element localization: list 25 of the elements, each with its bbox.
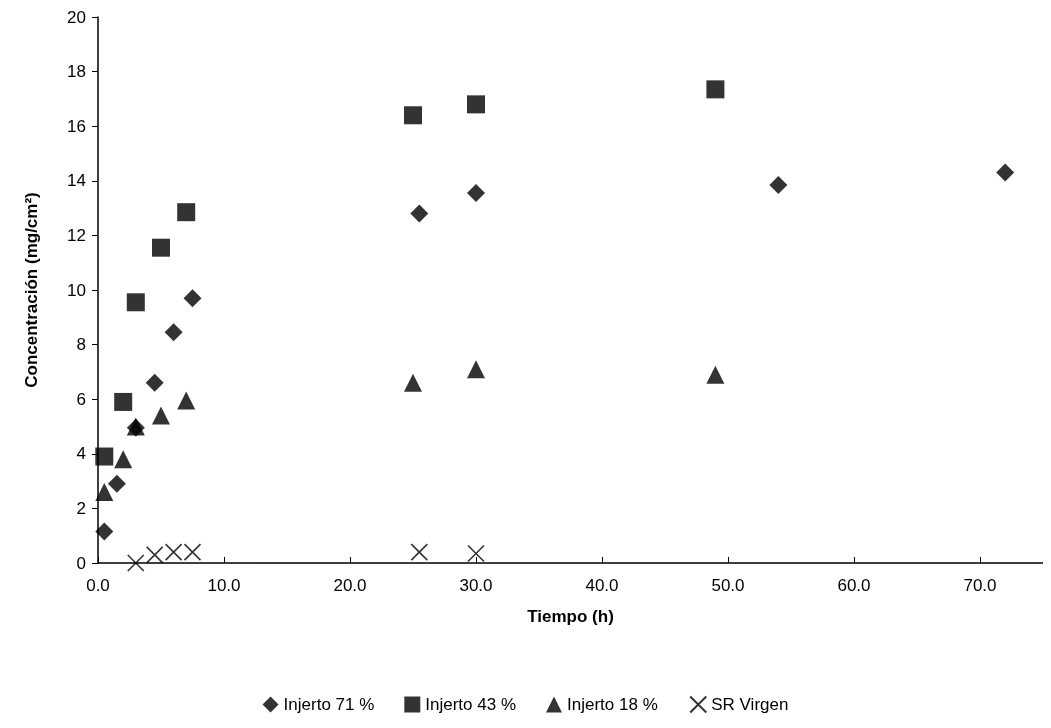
x-tick-label: 10.0 xyxy=(207,576,241,595)
y-tick-label: 20 xyxy=(67,7,86,27)
legend-label: Injerto 43 % xyxy=(425,695,517,714)
y-tick-label: 12 xyxy=(67,225,86,245)
y-tick-label: 8 xyxy=(76,335,86,355)
x-tick-label: 0.0 xyxy=(86,576,110,595)
y-tick-label: 10 xyxy=(67,280,86,300)
legend-label: SR Virgen xyxy=(711,695,789,714)
y-tick-label: 16 xyxy=(67,116,86,136)
y-tick-label: 4 xyxy=(76,444,86,464)
x-tick-label: 40.0 xyxy=(585,576,619,595)
x-tick-label: 20.0 xyxy=(333,576,367,595)
x-tick-label: 50.0 xyxy=(711,576,745,595)
legend-label: Injerto 71 % xyxy=(283,695,375,714)
y-tick-label: 0 xyxy=(76,553,86,573)
y-tick-label: 14 xyxy=(67,171,86,191)
y-tick-label: 18 xyxy=(67,62,86,82)
y-axis-title: Concentración (mg/cm²) xyxy=(22,192,41,388)
y-tick-label: 2 xyxy=(76,498,86,518)
x-tick-label: 60.0 xyxy=(837,576,871,595)
legend-label: Injerto 18 % xyxy=(567,695,658,714)
x-axis-title: Tiempo (h) xyxy=(527,607,614,626)
y-tick-label: 6 xyxy=(76,389,86,409)
x-tick-label: 30.0 xyxy=(459,576,493,595)
x-tick-label: 70.0 xyxy=(963,576,997,595)
